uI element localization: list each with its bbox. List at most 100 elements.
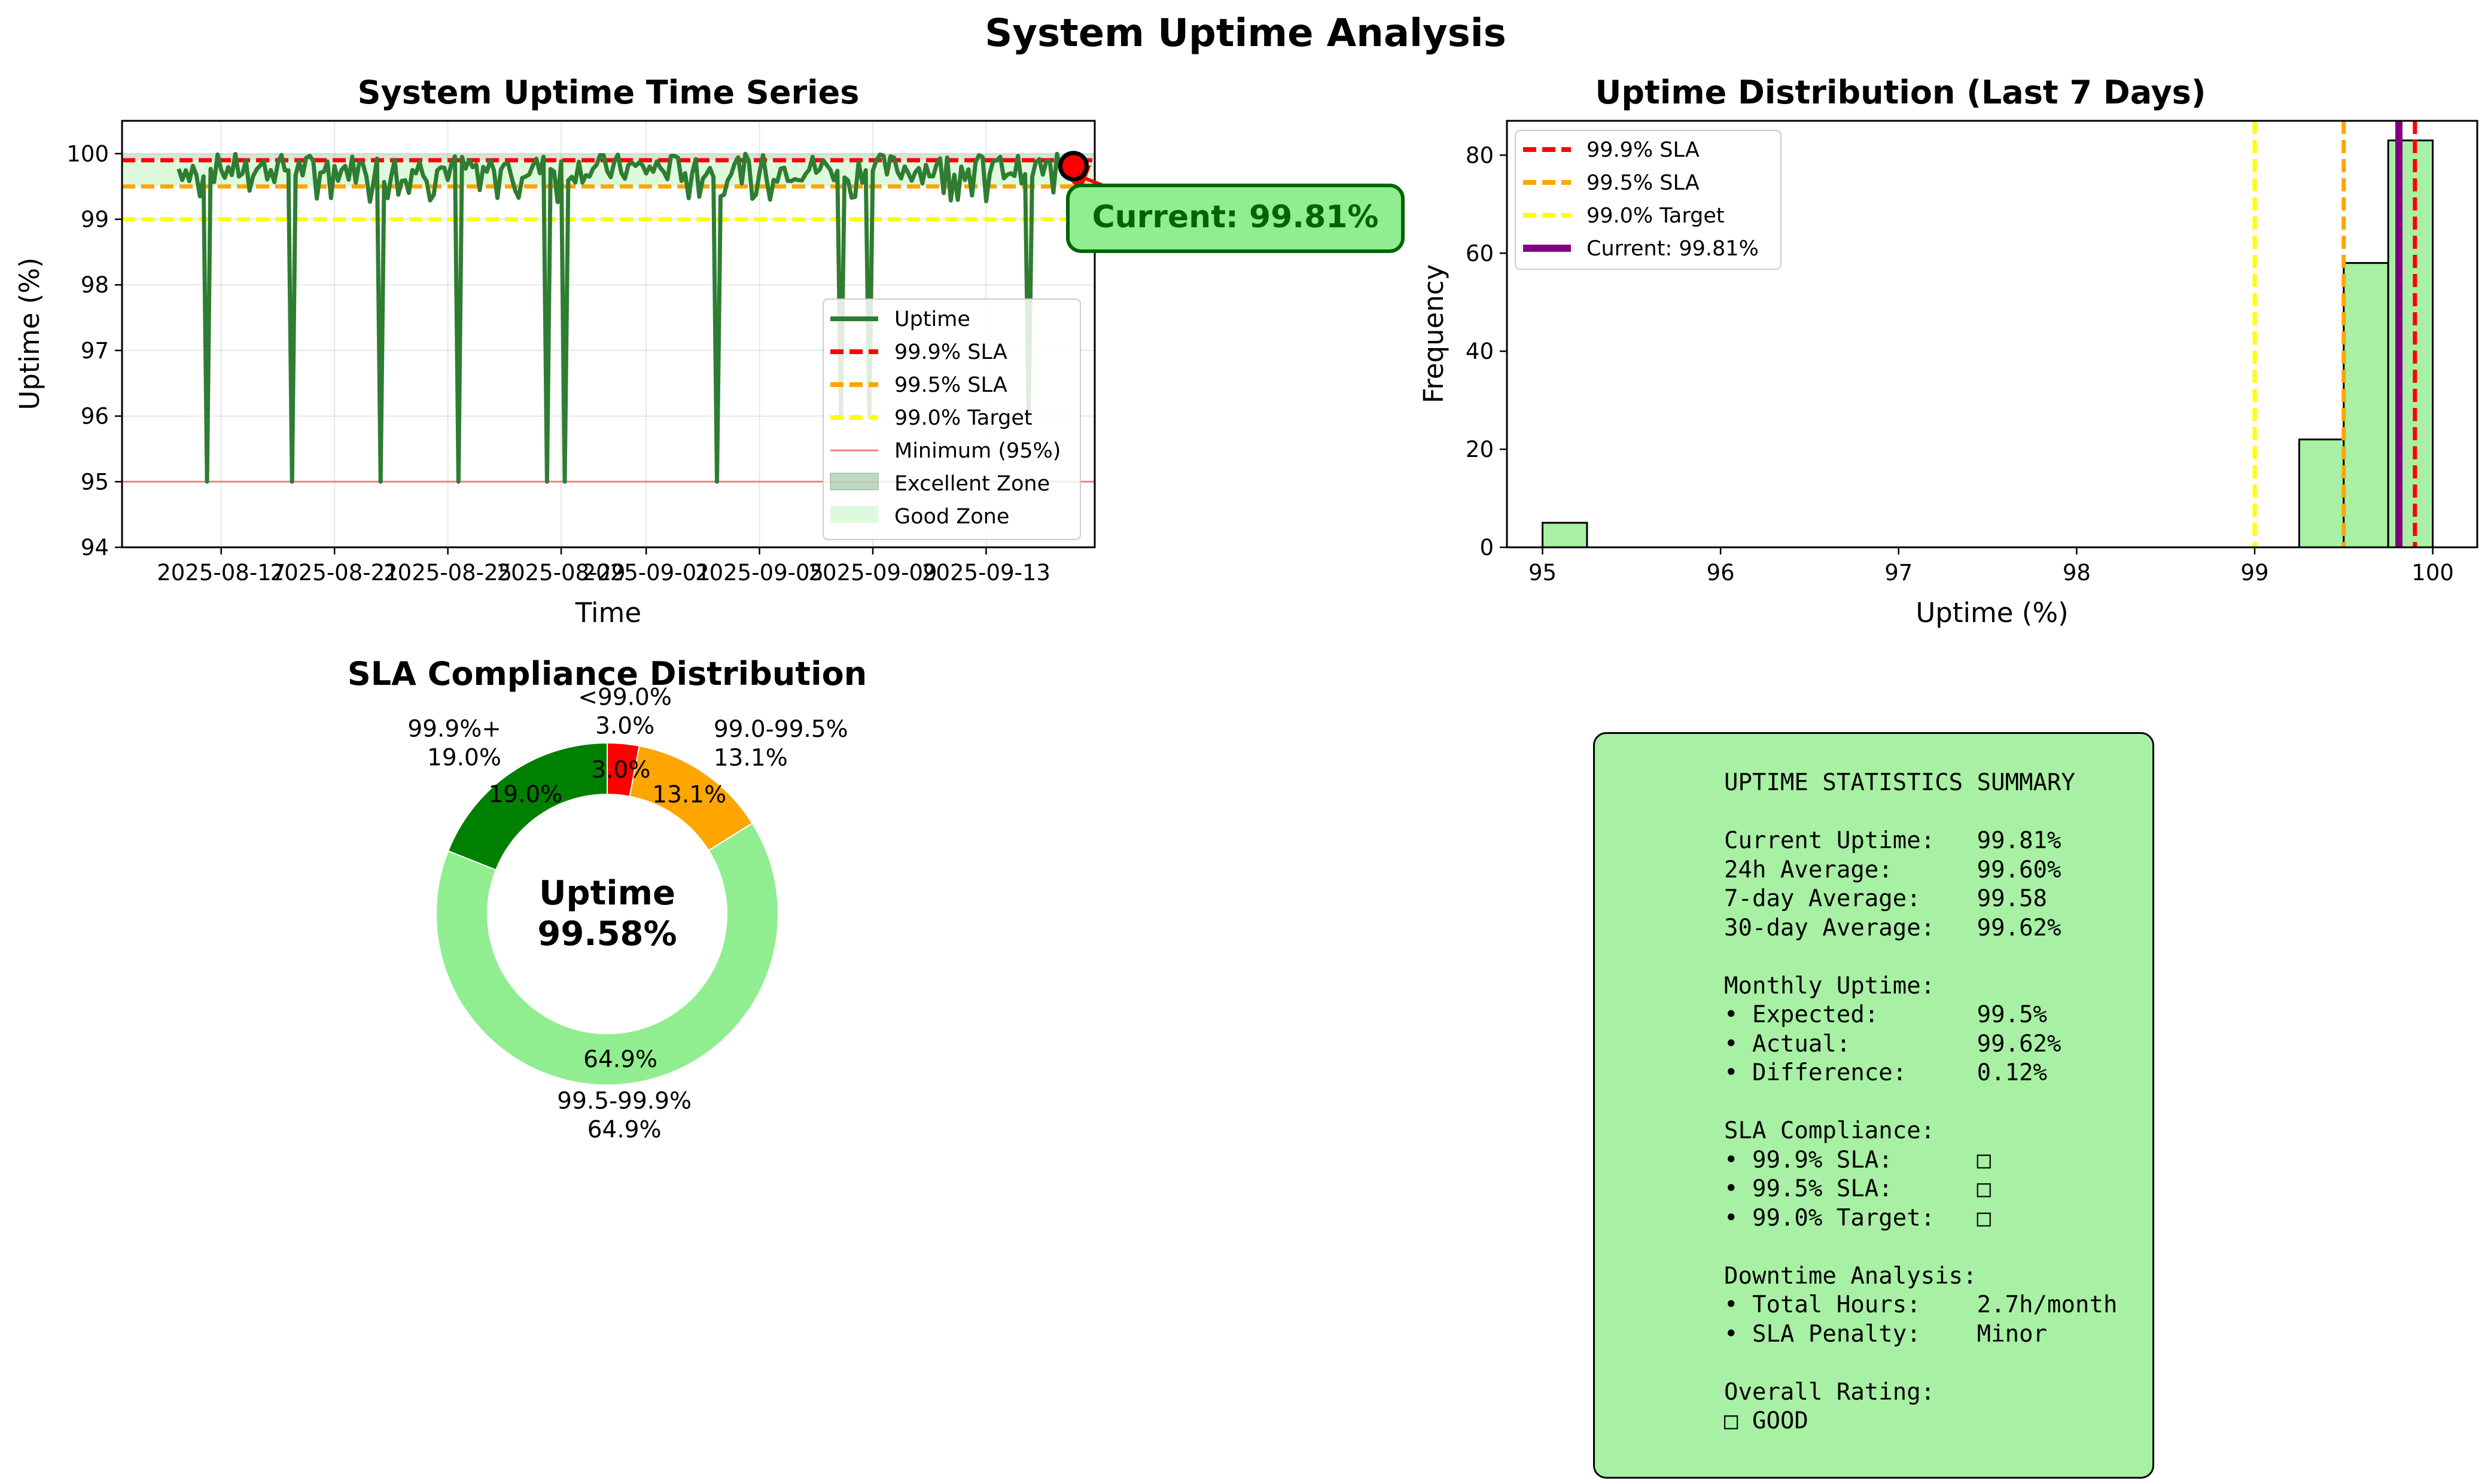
figure-title: System Uptime Analysis [985, 11, 1506, 56]
excellent-zone [122, 153, 1095, 160]
summary-line: SLA Compliance: [1724, 1117, 1935, 1144]
summary-line: • Actual: 99.62% [1724, 1030, 2061, 1058]
donut-slice-pct: 3.0% [591, 757, 650, 784]
legend-label-uptime: Uptime [894, 307, 970, 331]
summary-line: 7-day Average: 99.58 [1724, 885, 2048, 912]
summary-line: • 99.9% SLA: □ [1724, 1146, 1991, 1174]
x-tick-label: 2025-08-29 [497, 560, 626, 586]
donut-slice-label: 99.0-99.5% [714, 716, 848, 743]
donut-slice-pct-outer: 3.0% [595, 712, 654, 739]
hist-legend-label-sla999: 99.9% SLA [1586, 138, 1700, 162]
summary-line: • 99.5% SLA: □ [1724, 1175, 1991, 1202]
summary-line: • Total Hours: 2.7h/month [1724, 1291, 2118, 1318]
histogram-bar [2387, 139, 2434, 548]
donut-slice-pct-outer: 13.1% [714, 745, 788, 772]
timeseries-y-ticks: 94 95 96 97 98 99 100 [66, 141, 122, 560]
timeseries-legend-box [823, 298, 1081, 540]
y-tick-label: 94 [81, 535, 109, 560]
current-uptime-point [1058, 151, 1089, 182]
histogram-bar [2343, 262, 2389, 548]
summary-line: • Difference: 0.12% [1724, 1059, 2048, 1086]
histogram-legend: 99.9% SLA 99.5% SLA 99.0% Target Current… [1515, 130, 1782, 270]
summary-line: Monthly Uptime: [1724, 972, 1935, 1000]
x-tick-label: 2025-08-17 [157, 560, 285, 586]
summary-line: 30-day Average: 99.62% [1724, 914, 2061, 941]
hist-legend-label-target990: 99.0% Target [1586, 204, 1725, 228]
x-tick-label: 98 [2063, 560, 2091, 586]
histogram-title: Uptime Distribution (Last 7 Days) [1595, 74, 2206, 111]
donut-slice-pct-outer: 19.0% [427, 744, 501, 771]
donut-panel: SLA Compliance Distribution 99.9%+19.0%1… [348, 655, 867, 1144]
summary-line: □ GOOD [1724, 1407, 1808, 1434]
histogram-panel: Uptime Distribution (Last 7 Days) 95 96 97… [1418, 74, 2478, 629]
legend-swatch-excellent-zone [830, 473, 879, 490]
x-tick-label: 2025-09-09 [809, 560, 937, 586]
histogram-axes-frame [1506, 120, 2478, 548]
legend-label-sla999: 99.9% SLA [894, 340, 1007, 364]
y-tick-label: 95 [81, 469, 109, 495]
donut-slice-pct: 13.1% [652, 781, 726, 808]
donut-slice-pct: 64.9% [583, 1046, 657, 1073]
donut-labels: 99.9%+19.0%19.0%99.5-99.9%64.9%64.9%99.0… [407, 684, 848, 1143]
legend-label-target990: 99.0% Target [894, 406, 1033, 430]
y-tick-label: 97 [81, 338, 109, 364]
current-annotation-text: Current: 99.81% [1092, 199, 1378, 235]
y-tick-label: 0 [1479, 535, 1494, 560]
legend-label-sla995: 99.5% SLA [894, 373, 1007, 397]
summary-line: Downtime Analysis: [1724, 1262, 1977, 1290]
legend-label-good-zone: Good Zone [894, 505, 1009, 529]
donut-slice-pct-outer: 64.9% [587, 1117, 662, 1144]
summary-box [1593, 732, 2154, 1479]
x-tick-label: 2025-09-01 [582, 560, 711, 586]
donut-wedge [436, 822, 779, 1086]
donut-center-label: Uptime [539, 874, 675, 913]
summary-line: • 99.0% Target: □ [1724, 1204, 1991, 1232]
hist-legend-label-sla995: 99.5% SLA [1586, 171, 1700, 195]
timeseries-legend: Uptime 99.9% SLA 99.5% SLA 99.0% Target … [823, 298, 1081, 540]
donut-wedge [607, 742, 640, 797]
histogram-legend-box [1515, 130, 1782, 270]
histogram-ylabel: Frequency [1418, 264, 1449, 403]
histogram-y-ticks: 0 20 40 60 80 [1466, 142, 1507, 560]
y-tick-label: 20 [1466, 437, 1494, 462]
x-tick-label: 2025-08-21 [270, 560, 399, 586]
donut-slice-label: 99.9%+ [407, 715, 501, 742]
histogram-reference-lines [2252, 121, 2417, 547]
x-tick-label: 97 [1884, 560, 1913, 586]
summary-line: 24h Average: 99.60% [1724, 856, 2061, 883]
timeseries-ylabel: Uptime (%) [14, 257, 45, 410]
donut-title: SLA Compliance Distribution [348, 655, 867, 693]
donut-center-value: 99.58% [537, 915, 677, 953]
legend-label-excellent-zone: Excellent Zone [894, 472, 1050, 496]
timeseries-axes-frame [121, 120, 1096, 548]
donut-slice-label: 99.5-99.9% [557, 1088, 692, 1115]
x-tick-label: 100 [2411, 560, 2454, 586]
summary-line: Current Uptime: 99.81% [1724, 827, 2061, 854]
histogram-x-ticks: 95 96 97 98 99 100 [1528, 547, 2454, 586]
y-tick-label: 98 [81, 272, 109, 298]
y-tick-label: 60 [1466, 240, 1494, 266]
current-annotation-box [1066, 184, 1405, 253]
x-tick-label: 96 [1707, 560, 1735, 586]
histogram-bar [2298, 438, 2345, 548]
donut-slice-label: <99.0% [578, 684, 672, 711]
x-tick-label: 99 [2240, 560, 2268, 586]
y-tick-label: 99 [81, 207, 109, 233]
legend-swatch-good-zone [830, 506, 878, 523]
x-tick-label: 95 [1528, 560, 1557, 586]
timeseries-xlabel: Time [575, 597, 641, 629]
summary-text: UPTIME STATISTICS SUMMARY Current Uptime… [1724, 769, 2117, 1436]
x-tick-label: 2025-08-25 [383, 560, 512, 586]
summary-line: • Expected: 99.5% [1724, 1001, 2048, 1028]
timeseries-series [176, 151, 1073, 484]
histogram-xlabel: Uptime (%) [1916, 597, 2068, 629]
y-tick-label: 96 [81, 404, 109, 429]
donut-slice-pct: 19.0% [488, 781, 562, 808]
y-tick-label: 40 [1466, 339, 1494, 364]
summary-line: • SLA Penalty: Minor [1724, 1320, 2048, 1348]
uptime-line [176, 151, 1073, 484]
y-tick-label: 80 [1466, 142, 1494, 168]
timeseries-title: System Uptime Time Series [358, 74, 860, 111]
timeseries-x-ticks: 2025-08-172025-08-212025-08-252025-08-29… [157, 547, 1050, 586]
